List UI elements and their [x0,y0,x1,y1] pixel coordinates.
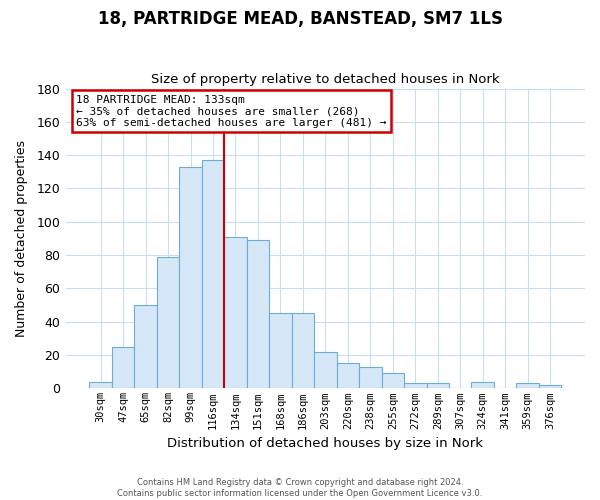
Bar [157,257,179,388]
Bar [382,374,404,388]
Bar [247,240,269,388]
Text: 18 PARTRIDGE MEAD: 133sqm
← 35% of detached houses are smaller (268)
63% of semi: 18 PARTRIDGE MEAD: 133sqm ← 35% of detac… [76,94,386,128]
X-axis label: Distribution of detached houses by size in Nork: Distribution of detached houses by size … [167,437,484,450]
Text: 18, PARTRIDGE MEAD, BANSTEAD, SM7 1LS: 18, PARTRIDGE MEAD, BANSTEAD, SM7 1LS [97,10,503,28]
Bar [314,352,337,389]
Bar [337,364,359,388]
Y-axis label: Number of detached properties: Number of detached properties [15,140,28,337]
Bar [202,160,224,388]
Text: Contains HM Land Registry data © Crown copyright and database right 2024.
Contai: Contains HM Land Registry data © Crown c… [118,478,482,498]
Bar [112,346,134,389]
Bar [292,314,314,388]
Bar [404,384,427,388]
Bar [539,385,562,388]
Bar [224,237,247,388]
Bar [472,382,494,388]
Bar [427,384,449,388]
Bar [134,305,157,388]
Bar [517,384,539,388]
Bar [269,314,292,388]
Title: Size of property relative to detached houses in Nork: Size of property relative to detached ho… [151,73,500,86]
Bar [359,366,382,388]
Bar [89,382,112,388]
Bar [179,167,202,388]
